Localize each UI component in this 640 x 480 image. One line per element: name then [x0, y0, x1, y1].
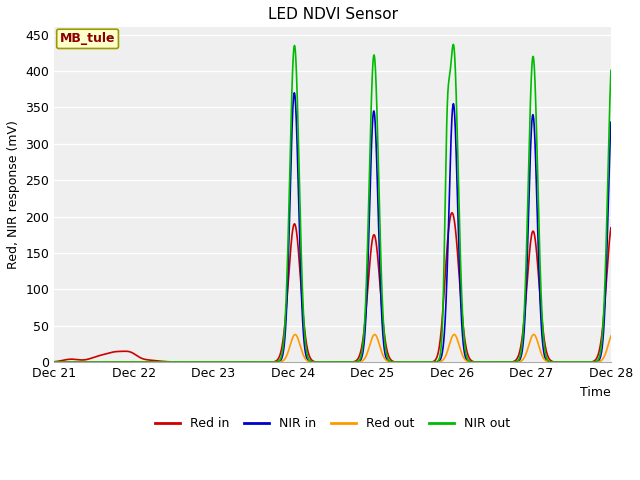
- NIR in: [95, 359, 103, 365]
- NIR out: [95, 359, 103, 365]
- Red in: [241, 359, 249, 365]
- NIR out: [386, 358, 394, 364]
- Red in: [239, 359, 247, 365]
- Red out: [95, 359, 103, 365]
- Red out: [386, 359, 394, 365]
- Line: Red in: Red in: [54, 213, 611, 362]
- NIR out: [594, 357, 602, 363]
- Red out: [594, 359, 602, 365]
- NIR in: [594, 359, 602, 364]
- Line: NIR in: NIR in: [54, 93, 611, 362]
- NIR in: [237, 359, 244, 365]
- Red out: [607, 333, 615, 339]
- NIR out: [239, 359, 247, 365]
- Red in: [594, 352, 602, 358]
- Red in: [51, 359, 58, 365]
- Y-axis label: Red, NIR response (mV): Red, NIR response (mV): [7, 120, 20, 269]
- Text: MB_tule: MB_tule: [60, 32, 115, 45]
- NIR out: [237, 359, 244, 365]
- NIR out: [607, 68, 615, 73]
- NIR out: [449, 42, 457, 48]
- NIR in: [51, 359, 58, 365]
- NIR in: [607, 120, 615, 125]
- Red out: [325, 359, 333, 365]
- Red out: [239, 359, 247, 365]
- NIR out: [51, 359, 58, 365]
- Title: LED NDVI Sensor: LED NDVI Sensor: [268, 7, 397, 22]
- Red in: [448, 210, 456, 216]
- Line: NIR out: NIR out: [54, 45, 611, 362]
- Line: Red out: Red out: [54, 335, 611, 362]
- NIR in: [325, 359, 333, 365]
- Red out: [51, 359, 58, 365]
- Red in: [95, 353, 103, 359]
- X-axis label: Time: Time: [580, 385, 611, 398]
- NIR in: [291, 90, 298, 96]
- NIR out: [324, 359, 332, 365]
- Red in: [237, 359, 244, 365]
- NIR in: [386, 359, 394, 365]
- Legend: Red in, NIR in, Red out, NIR out: Red in, NIR in, Red out, NIR out: [150, 412, 516, 435]
- NIR in: [239, 359, 247, 365]
- Red out: [237, 359, 244, 365]
- Red out: [291, 332, 299, 337]
- Red in: [386, 356, 394, 361]
- Red in: [607, 225, 615, 230]
- Red in: [325, 359, 333, 365]
